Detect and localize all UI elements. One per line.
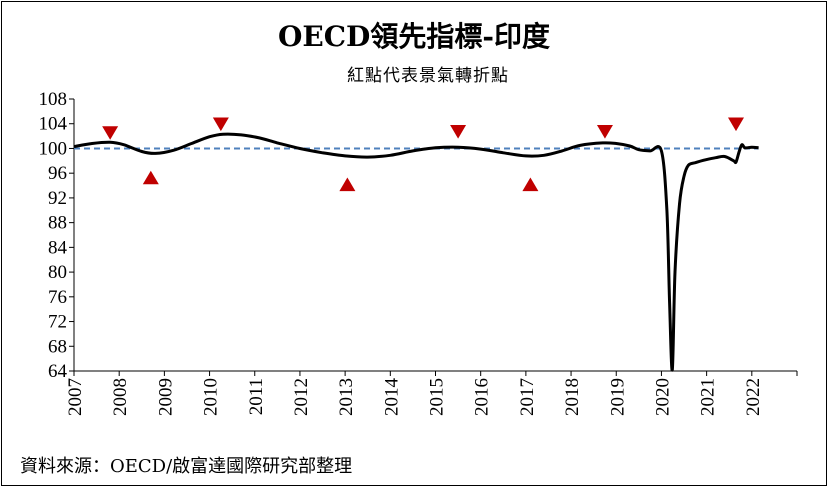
peak-marker <box>102 126 119 140</box>
x-tick-label: 2022 <box>743 378 764 416</box>
y-tick-label: 68 <box>48 336 67 357</box>
x-tick-label: 2010 <box>201 378 222 416</box>
trough-marker <box>142 170 159 185</box>
x-tick-label: 2021 <box>698 378 719 416</box>
cli-series-line <box>73 132 759 372</box>
x-tick-label: 2011 <box>246 378 267 415</box>
x-tick-label: 2018 <box>562 378 583 416</box>
x-tick-label: 2013 <box>336 378 357 416</box>
peak-marker <box>212 117 229 132</box>
x-tick-label: 2008 <box>110 378 131 416</box>
x-tick-label: 2017 <box>517 378 538 416</box>
x-tick-label: 2007 <box>65 378 86 416</box>
plot-area: 64 68 72 76 80 84 88 92 96 100 104 108 2007 2008 2009 2… <box>39 89 798 416</box>
chart-title: OECD領先指標-印度 <box>278 20 550 53</box>
source-note: 資料來源：OECD/啟富達國際研究部整理 <box>20 456 352 477</box>
y-tick-label: 72 <box>48 312 67 333</box>
trough-marker <box>339 177 356 192</box>
chart-subtitle: 紅點代表景氣轉折點 <box>347 66 509 86</box>
x-tick-label: 2009 <box>155 378 176 416</box>
x-tick-label: 2015 <box>427 378 448 416</box>
x-tick-label: 2014 <box>381 378 402 417</box>
x-tick-label: 2016 <box>472 378 493 416</box>
y-tick-label: 92 <box>48 188 67 209</box>
y-tick-label: 96 <box>48 163 67 184</box>
y-tick-label: 88 <box>48 213 67 234</box>
x-tick-label: 2012 <box>291 378 312 416</box>
y-tick-label: 108 <box>39 89 68 110</box>
peak-marker <box>450 124 467 139</box>
peak-marker <box>727 117 744 132</box>
x-tick-label: 2019 <box>607 378 628 416</box>
y-tick-label: 64 <box>48 361 68 382</box>
peak-marker <box>596 124 613 139</box>
y-tick-label: 84 <box>48 237 68 258</box>
x-tick-label: 2020 <box>652 378 673 416</box>
y-tick-label: 76 <box>48 287 67 308</box>
y-tick-label: 100 <box>39 138 68 159</box>
y-tick-label: 104 <box>39 114 68 135</box>
trough-marker <box>522 177 539 192</box>
y-tick-label: 80 <box>48 262 67 283</box>
